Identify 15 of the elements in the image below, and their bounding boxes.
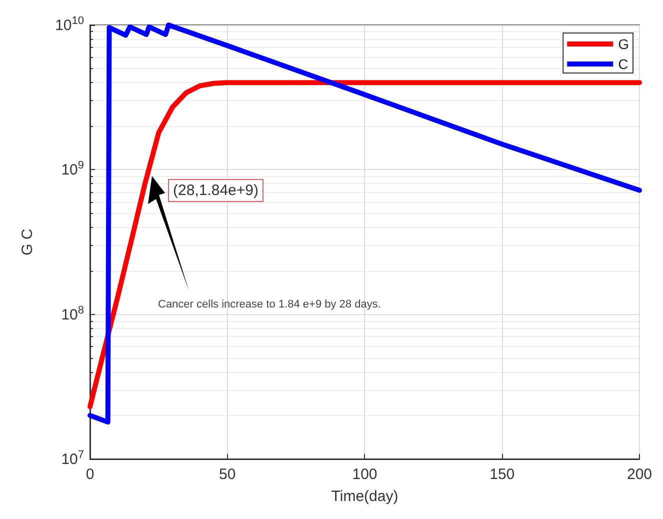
y-tick-label: 10$^{7}$ [61, 449, 84, 468]
x-tick-label: 100 [352, 466, 378, 483]
x-tick-label: 50 [219, 466, 236, 483]
y-tick-label: 10$^{9}$ [61, 160, 84, 179]
x-tick-label: 200 [626, 466, 652, 483]
annotation: (28,1.84e+9) [173, 182, 258, 199]
x-axis-title: Time(day) [331, 488, 398, 505]
x-tick-label: 0 [86, 466, 94, 483]
legend-label: G [618, 36, 629, 52]
y-tick-label: 10$^{8}$ [61, 304, 84, 324]
legend-label: C [618, 56, 628, 72]
x-tick-label: 150 [490, 466, 515, 483]
y-axis-title: G C [19, 228, 36, 256]
y-tick-label: 10$^{10}$ [55, 15, 84, 34]
annotation: Cancer cells increase to 1.84 e+9 by 28 days. [158, 298, 381, 310]
